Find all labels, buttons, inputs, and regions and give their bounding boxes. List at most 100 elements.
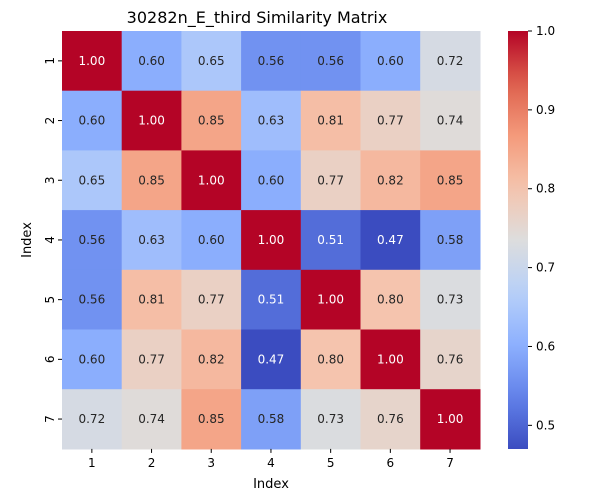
heatmap-cell xyxy=(241,329,302,390)
cell-value-label: 0.60 xyxy=(377,54,404,68)
cell-value-label: 1.00 xyxy=(258,233,285,247)
cell-value-label: 0.56 xyxy=(78,293,105,307)
heatmap-cell xyxy=(300,150,362,211)
colorbar-tick-label: 0.8 xyxy=(536,182,555,196)
cell-value-label: 0.56 xyxy=(78,233,105,247)
heatmap-cell xyxy=(360,210,421,271)
y-axis-label: Index xyxy=(20,222,35,258)
cell-value-label: 0.65 xyxy=(78,173,105,187)
heatmap-cell xyxy=(360,329,421,390)
cell-value-label: 0.60 xyxy=(138,54,165,68)
cell-value-label: 0.72 xyxy=(78,412,105,426)
cell-value-label: 0.58 xyxy=(437,233,464,247)
cell-value-label: 0.51 xyxy=(317,233,344,247)
heatmap-cell xyxy=(360,90,421,151)
heatmap-cell xyxy=(420,90,481,151)
cell-value-label: 0.85 xyxy=(198,114,225,128)
heatmap-cell xyxy=(420,210,481,271)
cell-value-label: 0.60 xyxy=(258,173,285,187)
heatmap-cell xyxy=(420,150,481,211)
heatmap-cell xyxy=(62,150,123,211)
y-axis-ticks: 1 2 3 4 5 6 7 xyxy=(43,57,62,423)
heatmap-cell xyxy=(121,210,182,271)
colorbar xyxy=(508,31,528,449)
y-tick-label: 6 xyxy=(43,356,57,364)
heatmap-cell xyxy=(300,329,362,390)
cell-value-label: 0.77 xyxy=(138,352,165,366)
heatmap-cell xyxy=(62,210,123,271)
cell-value-label: 0.81 xyxy=(317,114,344,128)
y-tick-label: 7 xyxy=(43,415,57,423)
x-tick-label: 5 xyxy=(327,456,335,470)
x-tick-label: 7 xyxy=(446,456,454,470)
heatmap-cell xyxy=(181,329,242,390)
x-tick-label: 2 xyxy=(148,456,156,470)
heatmap-cell xyxy=(241,389,302,450)
heatmap-cell xyxy=(241,90,302,151)
cell-value-label: 0.82 xyxy=(377,173,404,187)
cell-value-label: 0.77 xyxy=(317,173,344,187)
heatmap-cell xyxy=(181,90,242,151)
cell-value-label: 0.56 xyxy=(258,54,285,68)
heatmap-cell xyxy=(121,389,182,450)
cell-value-label: 0.63 xyxy=(258,114,285,128)
cell-value-label: 0.85 xyxy=(138,173,165,187)
y-tick-label: 2 xyxy=(43,117,57,125)
cell-value-label: 0.73 xyxy=(437,293,464,307)
colorbar-ticks: 0.5 0.6 0.7 0.8 0.9 1.0 xyxy=(528,24,555,432)
cell-value-label: 0.60 xyxy=(78,352,105,366)
cell-value-label: 0.47 xyxy=(377,233,404,247)
heatmap-cell xyxy=(62,329,123,390)
y-tick-label: 3 xyxy=(43,176,57,184)
cell-value-label: 1.00 xyxy=(377,352,404,366)
heatmap-cell xyxy=(62,90,123,151)
heatmap-cell xyxy=(121,31,182,92)
heatmap-cell xyxy=(181,31,242,92)
heatmap-cell xyxy=(121,269,182,331)
y-tick-label: 1 xyxy=(43,57,57,65)
heatmap-cell xyxy=(360,31,421,92)
heatmap-cell xyxy=(181,269,242,331)
heatmap-cell xyxy=(420,31,481,92)
heatmap-cell xyxy=(300,210,362,271)
cell-value-label: 0.76 xyxy=(437,352,464,366)
heatmap-cells xyxy=(62,31,481,450)
heatmap-cell xyxy=(181,210,242,271)
cell-value-label: 1.00 xyxy=(198,173,225,187)
heatmap-cell xyxy=(62,389,123,450)
cell-value-label: 0.65 xyxy=(198,54,225,68)
y-tick-label: 4 xyxy=(43,236,57,244)
cell-value-label: 1.00 xyxy=(317,293,344,307)
x-tick-label: 6 xyxy=(387,456,395,470)
heatmap-cell-labels: 1.00 0.60 0.65 0.56 0.56 0.60 0.72 0.60 1.00 0.85… xyxy=(78,54,463,426)
x-tick-label: 4 xyxy=(267,456,275,470)
cell-value-label: 0.73 xyxy=(317,412,344,426)
cell-value-label: 0.85 xyxy=(437,173,464,187)
colorbar-tick-label: 0.5 xyxy=(536,418,555,432)
cell-value-label: 0.80 xyxy=(317,352,344,366)
cell-value-label: 0.56 xyxy=(317,54,344,68)
heatmap-cell xyxy=(241,31,302,92)
cell-value-label: 0.81 xyxy=(138,293,165,307)
cell-value-label: 0.72 xyxy=(437,54,464,68)
cell-value-label: 0.58 xyxy=(258,412,285,426)
cell-value-label: 0.51 xyxy=(258,293,285,307)
cell-value-label: 1.00 xyxy=(138,114,165,128)
cell-value-label: 0.47 xyxy=(258,352,285,366)
colorbar-tick-label: 0.7 xyxy=(536,261,555,275)
cell-value-label: 0.60 xyxy=(198,233,225,247)
heatmap-cell xyxy=(181,150,242,211)
cell-value-label: 0.77 xyxy=(198,293,225,307)
y-tick-label: 5 xyxy=(43,296,57,304)
cell-value-label: 0.80 xyxy=(377,293,404,307)
cell-value-label: 1.00 xyxy=(437,412,464,426)
heatmap-cell xyxy=(241,269,302,331)
cell-value-label: 0.77 xyxy=(377,114,404,128)
heatmap-cell xyxy=(420,329,481,390)
heatmap-cell xyxy=(62,31,123,92)
cell-value-label: 0.60 xyxy=(78,114,105,128)
heatmap-cell xyxy=(241,150,302,211)
x-tick-label: 1 xyxy=(88,456,96,470)
cell-value-label: 1.00 xyxy=(78,54,105,68)
cell-value-label: 0.85 xyxy=(198,412,225,426)
